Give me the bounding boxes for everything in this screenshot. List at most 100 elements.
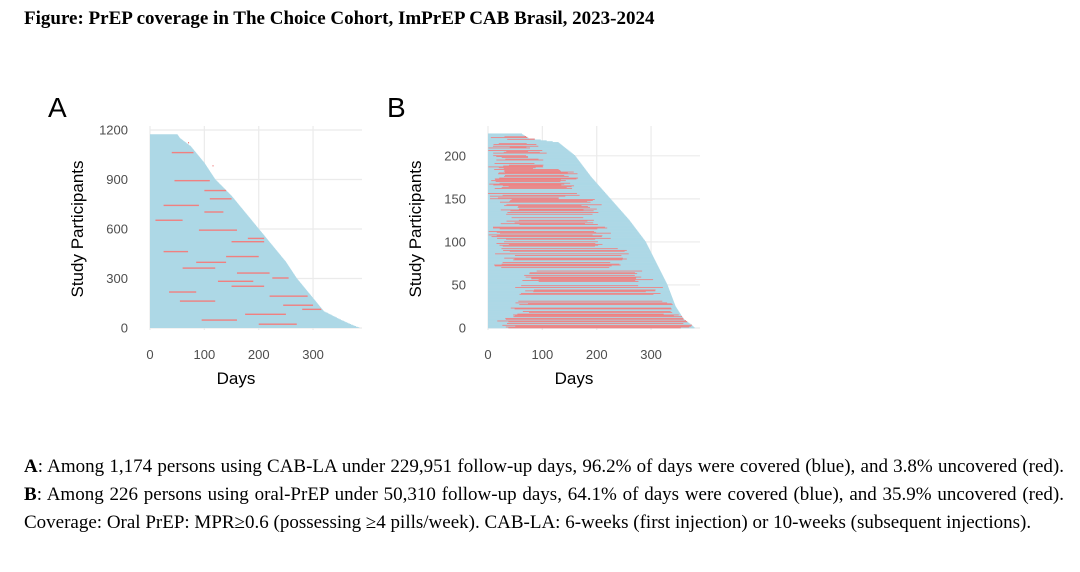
chart-b-participant-row <box>488 203 615 205</box>
chart-b-uncovered-segment <box>514 258 627 260</box>
chart-b-uncovered-segment <box>509 200 588 202</box>
chart-b-participant-row <box>488 288 670 290</box>
chart-b-participant-row <box>488 255 654 257</box>
chart-b-uncovered-segment <box>501 266 610 269</box>
chart-b-uncovered-segment <box>527 303 672 305</box>
chart-b-participant-row <box>488 267 660 269</box>
chart-b-uncovered-segment <box>524 274 635 276</box>
chart-b-participant-row <box>488 140 547 142</box>
chart-b-uncovered-segment <box>501 156 529 158</box>
chart-b-uncovered-segment <box>502 324 692 326</box>
chart-b-participant-row <box>488 281 667 283</box>
chart-b-participant-row <box>488 189 603 191</box>
chart-b-uncovered-segment <box>494 187 573 189</box>
chart-a-uncovered-segment <box>188 142 190 144</box>
chart-a-y-tick-label: 600 <box>106 222 128 237</box>
chart-b-participant-row <box>488 160 580 163</box>
chart-b-participant-row <box>488 217 628 219</box>
chart-a-uncovered-segment <box>212 165 214 167</box>
chart-b-participant-row <box>488 283 667 285</box>
chart-b-uncovered-segment <box>518 219 594 221</box>
chart-b-uncovered-segment <box>500 222 585 225</box>
chart-b-participant-row <box>488 214 625 216</box>
chart-a-uncovered-segment <box>302 308 322 311</box>
chart-b-uncovered-segment <box>510 307 671 309</box>
chart-a-uncovered-segment <box>245 313 286 315</box>
chart-a-uncovered-segment <box>169 291 197 293</box>
chart-b-participant-row <box>488 284 668 286</box>
chart-b-uncovered-segment <box>500 232 611 234</box>
chart-b-uncovered-segment <box>501 263 620 265</box>
chart-b-participant-row <box>488 160 579 162</box>
chart-b-participant-row <box>488 268 660 270</box>
chart-a-uncovered-segment <box>201 319 237 321</box>
chart-b-participant-row <box>488 135 525 137</box>
chart-a-x-tick-label: 0 <box>146 347 153 362</box>
chart-a-uncovered-segment <box>198 229 237 231</box>
chart-b-participant-row <box>488 253 653 256</box>
chart-b-uncovered-segment <box>521 284 639 287</box>
chart-b-uncovered-segment <box>508 327 681 329</box>
chart-b-participant-row <box>488 269 660 271</box>
chart-b-uncovered-segment <box>529 272 635 274</box>
chart-b-uncovered-segment <box>504 257 623 259</box>
chart-b-participant-row <box>488 167 585 170</box>
chart-b-uncovered-segment <box>504 174 565 176</box>
chart-b-participant-row <box>488 207 619 209</box>
caption-b-text: : Among 226 persons using oral-PrEP unde… <box>24 484 1064 533</box>
chart-a-y-tick-label: 300 <box>106 271 128 286</box>
chart-a-uncovered-segment <box>163 204 199 207</box>
chart-a-uncovered-segment <box>269 295 308 297</box>
chart-b-uncovered-segment <box>525 290 656 292</box>
chart-b-uncovered-segment <box>534 289 656 291</box>
chart-b-uncovered-segment <box>519 293 654 295</box>
chart-b-participant-row <box>488 262 657 264</box>
chart-b-participant-row <box>488 319 685 321</box>
chart-b-y-axis-label: Study Participants <box>406 160 425 297</box>
chart-b-participant-row <box>488 229 637 231</box>
chart-b-participant-row <box>488 157 577 159</box>
chart-b-uncovered-segment <box>531 277 637 279</box>
chart-b-uncovered-segment <box>492 145 539 147</box>
chart-b-uncovered-segment <box>498 172 568 174</box>
chart-b-uncovered-segment <box>538 280 639 282</box>
chart-b-uncovered-segment <box>503 165 543 167</box>
figure-caption: A: Among 1,174 persons using CAB-LA unde… <box>24 453 1064 537</box>
chart-b-uncovered-segment <box>495 179 561 181</box>
chart-a-y-axis-label: Study Participants <box>68 160 87 297</box>
chart-b-participant-row <box>488 193 607 195</box>
chart-b-uncovered-segment <box>493 152 547 154</box>
chart-b-uncovered-segment <box>496 242 596 244</box>
chart-b-participant-row <box>488 248 650 250</box>
chart-b-uncovered-segment <box>511 216 584 219</box>
chart-b-participant-row <box>488 181 596 183</box>
caption-a-label: A <box>24 456 38 477</box>
chart-b-uncovered-segment <box>503 151 540 153</box>
chart-b-uncovered-segment <box>528 311 673 313</box>
chart-b-uncovered-segment <box>496 235 603 237</box>
chart-b-participant-row <box>488 218 629 220</box>
chart-b-participant-row <box>488 233 640 235</box>
chart-b-uncovered-segment <box>498 173 578 175</box>
chart-a-uncovered-segment <box>182 267 216 269</box>
chart-a-uncovered-segment <box>204 189 227 192</box>
chart-b-uncovered-segment <box>492 226 605 228</box>
chart-b-uncovered-segment <box>497 320 687 322</box>
chart-b-uncovered-segment <box>506 213 593 215</box>
chart-b-participant-row <box>488 285 669 287</box>
chart-b-uncovered-segment <box>502 261 611 263</box>
chart-b-participant-row <box>488 139 541 141</box>
chart-b-uncovered-segment <box>514 222 594 224</box>
chart-a-y-tick-label: 900 <box>106 172 128 187</box>
figure-title: Figure: PrEP coverage in The Choice Coho… <box>24 8 655 29</box>
chart-b-uncovered-segment <box>515 302 668 304</box>
chart-b-uncovered-segment <box>514 315 674 317</box>
chart-b-uncovered-segment <box>521 292 661 294</box>
chart-b-uncovered-segment <box>494 265 612 267</box>
chart-b-uncovered-segment <box>498 142 527 145</box>
chart-b-participant-row <box>488 251 651 253</box>
chart-b-uncovered-segment <box>499 228 598 230</box>
chart-a-uncovered-segment <box>258 323 297 325</box>
chart-b-uncovered-segment <box>514 254 622 256</box>
chart-a-uncovered-segment <box>217 280 254 282</box>
